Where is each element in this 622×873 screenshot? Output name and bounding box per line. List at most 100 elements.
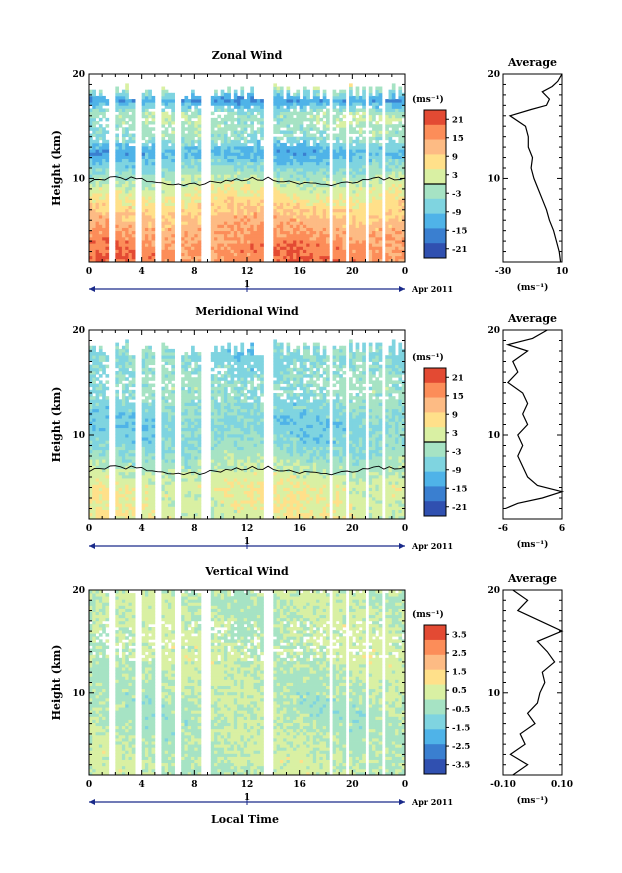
heatmap-cell (293, 218, 297, 222)
heatmap-cell (141, 99, 146, 103)
heatmap-cell (118, 418, 123, 422)
heatmap-cell (355, 186, 360, 191)
heatmap-cell (187, 202, 192, 206)
heatmap-cell (355, 193, 360, 197)
heatmap-cell (398, 117, 403, 122)
heatmap-cell (223, 258, 228, 263)
heatmap-cell (316, 196, 320, 200)
heatmap-cell (306, 224, 310, 228)
heatmap-cell (276, 240, 281, 244)
heatmap-cell (306, 146, 310, 150)
heatmap-cell (289, 133, 294, 138)
heatmap-cell (391, 243, 396, 247)
heatmap-cell (309, 205, 314, 210)
heatmap-cell (309, 136, 314, 141)
heatmap-cell (286, 249, 291, 253)
heatmap-cell (362, 139, 366, 144)
heatmap-cell (332, 105, 337, 109)
heatmap-cell (128, 215, 133, 219)
heatmap-cell (250, 224, 254, 228)
heatmap-cell (401, 183, 406, 188)
heatmap-cell (168, 99, 172, 103)
heatmap-cell (375, 99, 380, 103)
heatmap-cell (398, 174, 403, 178)
heatmap-cell (368, 155, 373, 159)
heatmap-cell (98, 443, 103, 447)
heatmap-cell (125, 108, 129, 112)
heatmap-cell (401, 255, 406, 260)
heatmap-cell (243, 111, 248, 116)
heatmap-cell (115, 208, 120, 213)
heatmap-cell (312, 249, 317, 253)
heatmap-cell (233, 243, 238, 247)
heatmap-cell (92, 496, 96, 501)
heatmap-cell (125, 183, 129, 188)
heatmap-cell (372, 233, 376, 238)
heatmap-cell (102, 355, 106, 359)
heatmap-cell (230, 230, 235, 235)
heatmap-cell (141, 202, 146, 206)
heatmap-cell (388, 255, 393, 260)
heatmap-cell (151, 496, 156, 501)
heatmap-cell (164, 130, 169, 134)
heatmap-cell (279, 108, 284, 112)
heatmap-cell (319, 108, 324, 112)
heatmap-cell (161, 114, 166, 119)
heatmap-cell (148, 377, 152, 381)
heatmap-cell (230, 117, 235, 122)
heatmap-cell (319, 102, 324, 106)
heatmap-cell (191, 139, 195, 144)
heatmap-cell (293, 146, 297, 150)
heatmap-cell (128, 370, 133, 375)
heatmap-cell (191, 202, 195, 206)
heatmap-cell (105, 487, 110, 492)
heatmap-cell (237, 252, 241, 257)
heatmap-cell (115, 95, 120, 100)
heatmap-cell (197, 111, 202, 116)
heatmap-cell (141, 258, 146, 263)
heatmap-cell (171, 230, 175, 235)
heatmap-cell (289, 215, 294, 219)
heatmap-cell (144, 503, 149, 507)
heatmap-cell (197, 224, 202, 228)
heatmap-cell (168, 183, 172, 188)
heatmap-cell (342, 108, 347, 112)
heatmap-cell (220, 177, 225, 181)
heatmap-cell (102, 509, 106, 514)
heatmap-cell (273, 114, 278, 119)
heatmap-cell (388, 177, 393, 181)
heatmap-cell (293, 168, 297, 172)
heatmap-cell (362, 252, 366, 257)
heatmap-cell (141, 230, 146, 235)
heatmap-cell (378, 155, 383, 159)
heatmap-cell (141, 440, 146, 444)
heatmap-cell (118, 99, 123, 103)
heatmap-cell (276, 255, 281, 260)
heatmap-cell (362, 205, 366, 210)
heatmap-cell (115, 493, 120, 498)
heatmap-cell (253, 155, 258, 159)
heatmap-cell (342, 99, 347, 103)
heatmap-cell (299, 236, 304, 241)
heatmap-cell (95, 355, 100, 359)
heatmap-cell (227, 186, 231, 191)
heatmap-cell (102, 383, 106, 388)
heatmap-cell (121, 180, 126, 185)
heatmap-cell (286, 127, 291, 131)
heatmap-cell (121, 133, 126, 138)
heatmap-cell (217, 149, 222, 153)
heatmap-cell (181, 158, 185, 163)
heatmap-cell (148, 174, 152, 178)
heatmap-cell (125, 193, 129, 197)
heatmap-cell (217, 227, 222, 232)
heatmap-cell (342, 221, 347, 225)
heatmap-cell (316, 108, 320, 112)
heatmap-cell (131, 99, 136, 103)
heatmap-cell (184, 168, 189, 172)
heatmap-cell (168, 136, 172, 141)
heatmap-cell (191, 171, 195, 175)
heatmap-cell (118, 121, 123, 125)
heatmap-cell (148, 249, 152, 253)
heatmap-cell (161, 233, 166, 238)
heatmap-cell (92, 352, 96, 356)
